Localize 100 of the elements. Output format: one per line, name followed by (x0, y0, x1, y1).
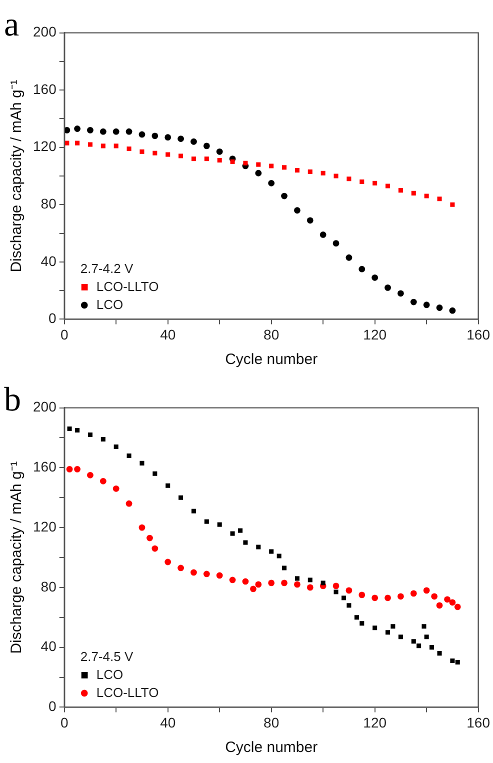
legend-label: LCO-LLTO (96, 278, 159, 294)
point (152, 471, 158, 476)
point (203, 142, 210, 150)
point (422, 624, 426, 629)
point (126, 146, 132, 152)
point (294, 576, 300, 581)
point (256, 544, 261, 550)
point (191, 508, 196, 514)
point (294, 581, 300, 588)
chart-title: b (4, 381, 21, 418)
x-axis-title: Cycle number (225, 739, 318, 756)
point (190, 569, 197, 576)
point (204, 156, 209, 162)
y-tick-label: 120 (33, 518, 57, 534)
point (282, 165, 287, 170)
x-tick-label: 120 (363, 714, 387, 730)
point (449, 599, 456, 606)
point (242, 578, 249, 585)
point (372, 594, 378, 602)
point (217, 158, 222, 163)
point (320, 580, 326, 586)
point (436, 602, 443, 609)
point (429, 645, 434, 650)
point (164, 134, 172, 141)
point (269, 549, 274, 554)
y-tick-label: 200 (33, 24, 57, 40)
point (178, 154, 184, 158)
legend-label: LCO (96, 296, 124, 312)
point (75, 428, 80, 433)
point (411, 190, 416, 196)
point (203, 570, 210, 578)
y-tick-label: 0 (48, 698, 57, 714)
point (178, 564, 184, 572)
legend-label: LCO-LLTO (96, 684, 159, 700)
point (190, 138, 197, 145)
point (411, 639, 416, 644)
point (398, 634, 403, 640)
point (178, 495, 184, 500)
point (114, 144, 118, 148)
point (152, 132, 158, 140)
point (243, 540, 248, 545)
point (398, 593, 404, 600)
point (87, 126, 94, 134)
point (238, 528, 243, 533)
point (88, 432, 92, 438)
chart-title: a (4, 6, 20, 44)
point (255, 170, 262, 176)
point (384, 594, 391, 602)
point (281, 580, 288, 586)
point (437, 651, 442, 656)
x-tick-label: 0 (60, 326, 68, 342)
x-tick-label: 40 (160, 714, 176, 730)
point (455, 660, 460, 665)
point (423, 587, 430, 594)
point (146, 534, 153, 542)
point (436, 304, 443, 311)
point (268, 180, 275, 186)
point (431, 593, 438, 600)
point (358, 592, 366, 598)
point (126, 500, 132, 507)
point (88, 142, 92, 147)
point (229, 576, 236, 584)
point (138, 524, 146, 531)
point (424, 194, 429, 198)
x-tick-label: 160 (466, 326, 490, 342)
point (112, 485, 120, 492)
point (342, 596, 346, 600)
point (332, 240, 340, 247)
point (67, 426, 72, 432)
y-tick-label: 160 (33, 458, 57, 475)
point (450, 202, 455, 207)
point (410, 590, 417, 597)
x-axis-title: Cycle number (225, 351, 318, 368)
point (384, 284, 391, 291)
y-tick-label: 120 (33, 138, 57, 154)
point (166, 152, 170, 157)
point (398, 188, 403, 193)
point (372, 180, 378, 186)
point (332, 582, 340, 590)
point (308, 169, 312, 174)
point (269, 164, 274, 168)
point (216, 572, 223, 579)
point (87, 472, 94, 478)
point (216, 148, 223, 155)
point (386, 630, 390, 635)
point (320, 170, 326, 176)
point (390, 624, 396, 629)
point (294, 168, 300, 173)
y-tick-label: 200 (33, 398, 57, 415)
point (75, 140, 80, 146)
point (74, 466, 80, 472)
point (372, 626, 378, 630)
point (140, 460, 144, 466)
point (398, 290, 404, 297)
point (410, 298, 417, 306)
point (243, 160, 248, 166)
point (416, 644, 422, 648)
point (100, 144, 106, 148)
legend-title: 2.7-4.5 V (80, 648, 134, 664)
point (276, 554, 282, 558)
